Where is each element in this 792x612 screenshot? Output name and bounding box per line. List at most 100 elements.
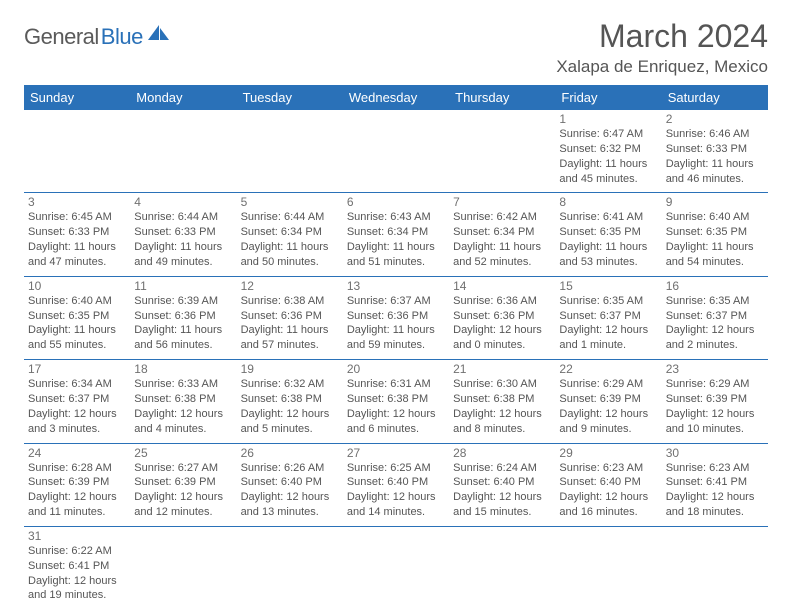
logo-text-general: General — [24, 24, 99, 50]
sunset-text: Sunset: 6:40 PM — [241, 475, 339, 490]
daylight-line1: Daylight: 12 hours — [559, 490, 657, 505]
daylight-line1: Daylight: 12 hours — [241, 490, 339, 505]
daylight-line2: and 13 minutes. — [241, 505, 339, 520]
day-number: 24 — [28, 446, 126, 460]
calendar-table: Sunday Monday Tuesday Wednesday Thursday… — [24, 85, 768, 609]
day-number: 18 — [134, 362, 232, 376]
day-number: 28 — [453, 446, 551, 460]
day-number: 31 — [28, 529, 126, 543]
daylight-line2: and 19 minutes. — [28, 588, 126, 603]
day-header-row: Sunday Monday Tuesday Wednesday Thursday… — [24, 85, 768, 110]
day-info: Sunrise: 6:27 AMSunset: 6:39 PMDaylight:… — [134, 461, 232, 520]
day-header: Thursday — [449, 85, 555, 110]
daylight-line2: and 46 minutes. — [666, 172, 764, 187]
sunrise-text: Sunrise: 6:25 AM — [347, 461, 445, 476]
calendar-cell: 14Sunrise: 6:36 AMSunset: 6:36 PMDayligh… — [449, 276, 555, 359]
sunset-text: Sunset: 6:40 PM — [347, 475, 445, 490]
sunset-text: Sunset: 6:36 PM — [241, 309, 339, 324]
day-number: 17 — [28, 362, 126, 376]
daylight-line1: Daylight: 12 hours — [28, 407, 126, 422]
sunset-text: Sunset: 6:38 PM — [347, 392, 445, 407]
calendar-week-row: 31Sunrise: 6:22 AMSunset: 6:41 PMDayligh… — [24, 526, 768, 609]
day-info: Sunrise: 6:35 AMSunset: 6:37 PMDaylight:… — [559, 294, 657, 353]
sunrise-text: Sunrise: 6:29 AM — [559, 377, 657, 392]
day-header: Saturday — [662, 85, 768, 110]
daylight-line1: Daylight: 11 hours — [134, 323, 232, 338]
day-number: 21 — [453, 362, 551, 376]
calendar-cell — [237, 110, 343, 193]
day-info: Sunrise: 6:25 AMSunset: 6:40 PMDaylight:… — [347, 461, 445, 520]
day-number: 5 — [241, 195, 339, 209]
calendar-cell: 21Sunrise: 6:30 AMSunset: 6:38 PMDayligh… — [449, 360, 555, 443]
day-info: Sunrise: 6:23 AMSunset: 6:40 PMDaylight:… — [559, 461, 657, 520]
sunset-text: Sunset: 6:41 PM — [666, 475, 764, 490]
calendar-cell: 3Sunrise: 6:45 AMSunset: 6:33 PMDaylight… — [24, 193, 130, 276]
day-info: Sunrise: 6:41 AMSunset: 6:35 PMDaylight:… — [559, 210, 657, 269]
calendar-cell — [343, 110, 449, 193]
sunrise-text: Sunrise: 6:43 AM — [347, 210, 445, 225]
sunrise-text: Sunrise: 6:40 AM — [28, 294, 126, 309]
sunrise-text: Sunrise: 6:36 AM — [453, 294, 551, 309]
sunset-text: Sunset: 6:38 PM — [453, 392, 551, 407]
sunset-text: Sunset: 6:40 PM — [453, 475, 551, 490]
sunset-text: Sunset: 6:35 PM — [28, 309, 126, 324]
daylight-line2: and 53 minutes. — [559, 255, 657, 270]
daylight-line1: Daylight: 12 hours — [666, 407, 764, 422]
day-number: 26 — [241, 446, 339, 460]
day-info: Sunrise: 6:35 AMSunset: 6:37 PMDaylight:… — [666, 294, 764, 353]
day-header: Wednesday — [343, 85, 449, 110]
day-info: Sunrise: 6:43 AMSunset: 6:34 PMDaylight:… — [347, 210, 445, 269]
calendar-cell: 4Sunrise: 6:44 AMSunset: 6:33 PMDaylight… — [130, 193, 236, 276]
calendar-cell: 19Sunrise: 6:32 AMSunset: 6:38 PMDayligh… — [237, 360, 343, 443]
sunrise-text: Sunrise: 6:23 AM — [559, 461, 657, 476]
calendar-cell: 27Sunrise: 6:25 AMSunset: 6:40 PMDayligh… — [343, 443, 449, 526]
day-info: Sunrise: 6:29 AMSunset: 6:39 PMDaylight:… — [559, 377, 657, 436]
sunrise-text: Sunrise: 6:44 AM — [241, 210, 339, 225]
daylight-line1: Daylight: 12 hours — [453, 323, 551, 338]
calendar-cell: 18Sunrise: 6:33 AMSunset: 6:38 PMDayligh… — [130, 360, 236, 443]
daylight-line2: and 2 minutes. — [666, 338, 764, 353]
day-info: Sunrise: 6:34 AMSunset: 6:37 PMDaylight:… — [28, 377, 126, 436]
sunrise-text: Sunrise: 6:32 AM — [241, 377, 339, 392]
sunrise-text: Sunrise: 6:24 AM — [453, 461, 551, 476]
day-info: Sunrise: 6:46 AMSunset: 6:33 PMDaylight:… — [666, 127, 764, 186]
daylight-line2: and 12 minutes. — [134, 505, 232, 520]
sunrise-text: Sunrise: 6:40 AM — [666, 210, 764, 225]
daylight-line2: and 5 minutes. — [241, 422, 339, 437]
sunset-text: Sunset: 6:38 PM — [241, 392, 339, 407]
calendar-cell: 2Sunrise: 6:46 AMSunset: 6:33 PMDaylight… — [662, 110, 768, 193]
daylight-line1: Daylight: 11 hours — [134, 240, 232, 255]
daylight-line2: and 16 minutes. — [559, 505, 657, 520]
day-info: Sunrise: 6:36 AMSunset: 6:36 PMDaylight:… — [453, 294, 551, 353]
sunrise-text: Sunrise: 6:33 AM — [134, 377, 232, 392]
daylight-line1: Daylight: 11 hours — [28, 323, 126, 338]
day-number: 7 — [453, 195, 551, 209]
daylight-line2: and 9 minutes. — [559, 422, 657, 437]
day-info: Sunrise: 6:24 AMSunset: 6:40 PMDaylight:… — [453, 461, 551, 520]
daylight-line2: and 6 minutes. — [347, 422, 445, 437]
sunrise-text: Sunrise: 6:28 AM — [28, 461, 126, 476]
daylight-line1: Daylight: 11 hours — [559, 240, 657, 255]
day-number: 16 — [666, 279, 764, 293]
daylight-line1: Daylight: 12 hours — [241, 407, 339, 422]
daylight-line2: and 0 minutes. — [453, 338, 551, 353]
daylight-line1: Daylight: 12 hours — [666, 323, 764, 338]
sunrise-text: Sunrise: 6:38 AM — [241, 294, 339, 309]
sunrise-text: Sunrise: 6:23 AM — [666, 461, 764, 476]
day-info: Sunrise: 6:44 AMSunset: 6:34 PMDaylight:… — [241, 210, 339, 269]
month-title: March 2024 — [556, 18, 768, 55]
day-info: Sunrise: 6:44 AMSunset: 6:33 PMDaylight:… — [134, 210, 232, 269]
day-number: 23 — [666, 362, 764, 376]
calendar-cell — [449, 110, 555, 193]
daylight-line1: Daylight: 12 hours — [347, 407, 445, 422]
location: Xalapa de Enriquez, Mexico — [556, 57, 768, 77]
day-number: 14 — [453, 279, 551, 293]
day-header: Monday — [130, 85, 236, 110]
day-number: 12 — [241, 279, 339, 293]
day-number: 13 — [347, 279, 445, 293]
sunrise-text: Sunrise: 6:27 AM — [134, 461, 232, 476]
day-header: Friday — [555, 85, 661, 110]
day-number: 10 — [28, 279, 126, 293]
sunset-text: Sunset: 6:34 PM — [347, 225, 445, 240]
sunset-text: Sunset: 6:39 PM — [666, 392, 764, 407]
